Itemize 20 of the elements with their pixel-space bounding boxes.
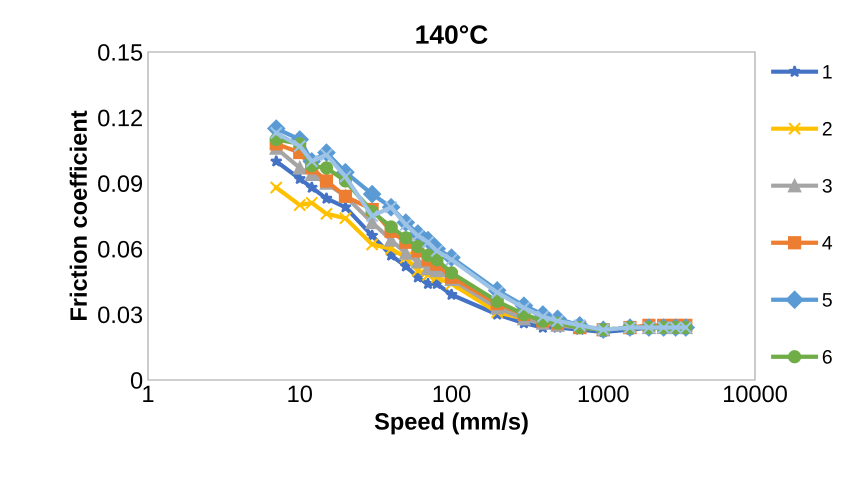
x-tick-label: 10 [288, 385, 312, 402]
legend-label: 4 [822, 236, 832, 250]
x-tick-label: 1000 [578, 385, 629, 402]
y-tick-label: 0.12 [98, 110, 142, 126]
y-tick-label: 0.06 [98, 240, 142, 258]
legend-label: 5 [822, 293, 832, 307]
x-tick-label: 1 [143, 386, 154, 402]
y-tick-label: 0.15 [98, 44, 142, 61]
legend-label: 6 [822, 350, 832, 364]
x-tick-label: 10000 [724, 385, 787, 402]
y-axis-title: Friction coefficient [70, 110, 87, 320]
x-tick-label: 100 [434, 385, 470, 402]
legend-label: 3 [822, 178, 832, 193]
legend-label: 2 [822, 122, 832, 136]
chart-title: 140°C [416, 25, 488, 44]
legend-label: 1 [823, 65, 832, 78]
y-tick-label: 0 [130, 372, 142, 389]
x-axis-title: Speed (mm/s) [374, 412, 528, 434]
y-tick-label: 0.03 [98, 306, 142, 324]
y-tick-label: 0.09 [98, 175, 142, 192]
